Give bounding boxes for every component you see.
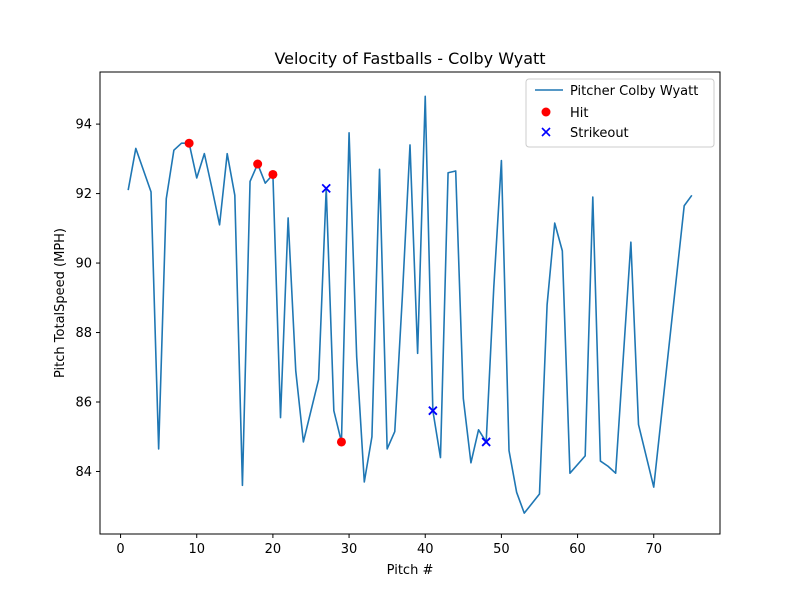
plot-area <box>127 95 693 514</box>
hit-point <box>336 437 346 447</box>
hit-point <box>253 159 263 169</box>
x-tick-label: 70 <box>645 542 662 557</box>
y-axis-label: Pitch TotalSpeed (MPH) <box>53 228 68 378</box>
strikeout-point <box>481 437 491 447</box>
strikeout-point <box>428 406 438 416</box>
legend: Pitcher Colby Wyatt Hit Strikeout <box>525 78 715 148</box>
hit-point <box>268 169 278 179</box>
x-axis: 0 10 20 30 40 50 60 70 <box>116 534 662 557</box>
series-line-pitcher <box>127 95 693 514</box>
strikeout-point <box>321 183 331 194</box>
hit-point <box>184 138 194 148</box>
x-axis-label: Pitch # <box>387 563 434 578</box>
legend-label-strikeout: Strikeout <box>570 126 629 141</box>
plot-frame <box>99 71 721 535</box>
y-tick-label: 86 <box>75 396 92 411</box>
y-tick-label: 88 <box>75 326 92 341</box>
y-tick-label: 94 <box>75 118 92 133</box>
chart-title: Velocity of Fastballs - Colby Wyatt <box>274 49 545 68</box>
legend-label-hit: Hit <box>570 106 588 121</box>
y-tick-label: 84 <box>75 465 92 480</box>
legend-label-pitcher: Pitcher Colby Wyatt <box>570 84 698 99</box>
legend-hit-swatch <box>541 107 551 117</box>
y-tick-label: 90 <box>75 257 92 272</box>
x-tick-label: 40 <box>417 542 434 557</box>
y-tick-label: 92 <box>75 187 92 202</box>
x-tick-label: 20 <box>265 542 282 557</box>
legend-box <box>525 78 715 148</box>
legend-strikeout-swatch <box>541 127 551 137</box>
x-tick-label: 0 <box>116 542 124 557</box>
y-axis: 84 86 88 90 92 94 <box>75 118 100 480</box>
x-tick-label: 30 <box>341 542 358 557</box>
x-tick-label: 60 <box>569 542 586 557</box>
x-tick-label: 50 <box>493 542 510 557</box>
x-tick-label: 10 <box>188 542 205 557</box>
